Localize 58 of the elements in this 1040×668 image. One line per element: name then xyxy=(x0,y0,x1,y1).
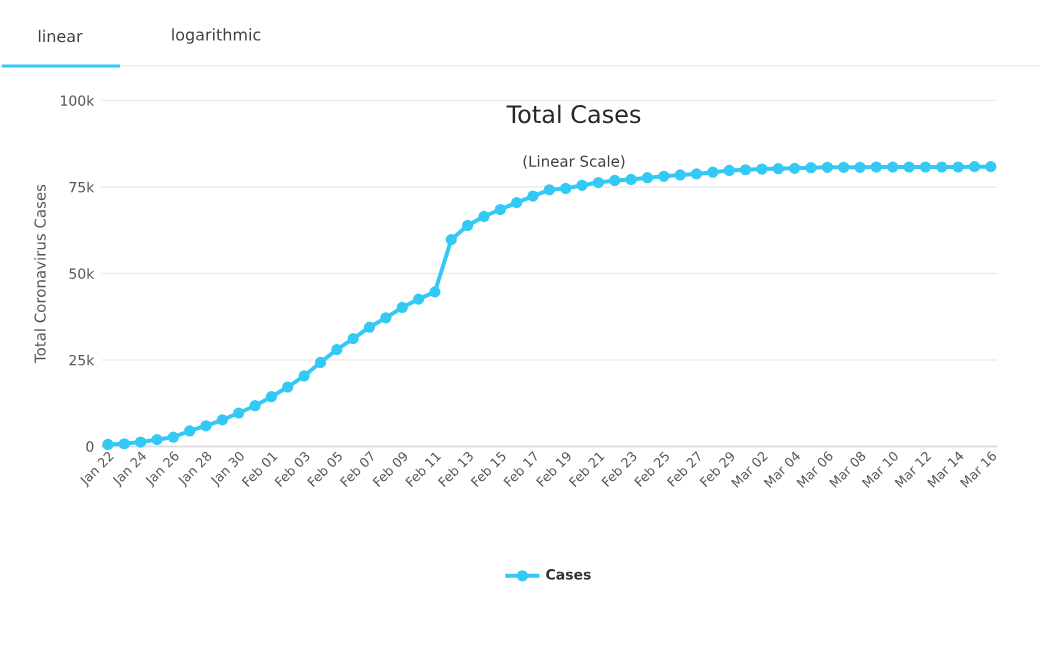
point xyxy=(135,436,147,448)
point xyxy=(429,286,441,298)
point xyxy=(772,163,784,175)
point xyxy=(412,293,425,305)
point xyxy=(919,161,932,173)
point xyxy=(592,176,605,189)
point xyxy=(560,182,572,195)
point xyxy=(265,391,278,403)
point xyxy=(233,407,245,419)
point xyxy=(985,161,997,173)
point xyxy=(625,173,637,186)
point xyxy=(739,164,752,176)
point xyxy=(952,161,964,173)
point xyxy=(118,438,130,450)
point xyxy=(331,344,343,356)
point xyxy=(445,234,457,246)
point xyxy=(968,161,981,173)
point xyxy=(396,301,408,314)
point xyxy=(184,425,196,437)
point xyxy=(543,184,555,196)
point xyxy=(462,219,474,232)
point xyxy=(903,161,915,173)
point xyxy=(576,179,588,191)
chart-title: Total Cases xyxy=(506,104,641,124)
point xyxy=(936,161,948,173)
point xyxy=(641,172,654,184)
point xyxy=(347,332,359,345)
point xyxy=(494,203,506,216)
point xyxy=(723,164,735,177)
point xyxy=(363,321,376,333)
point xyxy=(511,197,523,209)
point xyxy=(102,438,114,451)
text: logarithmic xyxy=(172,28,261,44)
point xyxy=(887,161,899,173)
point xyxy=(707,166,719,178)
point xyxy=(789,162,801,174)
point xyxy=(478,210,490,223)
point xyxy=(527,190,539,202)
text: linear xyxy=(38,29,83,43)
point xyxy=(609,174,621,187)
point xyxy=(805,162,817,174)
point xyxy=(756,163,768,175)
point xyxy=(216,414,228,426)
point xyxy=(821,161,833,173)
point xyxy=(282,381,294,393)
point xyxy=(870,161,882,173)
point xyxy=(298,370,310,382)
point xyxy=(854,161,866,173)
point xyxy=(658,170,670,182)
point xyxy=(838,161,850,173)
point xyxy=(200,420,212,432)
point xyxy=(674,169,686,181)
point xyxy=(167,431,179,443)
point xyxy=(249,400,261,412)
point xyxy=(151,434,163,446)
point xyxy=(314,356,327,369)
point xyxy=(380,312,392,324)
point xyxy=(690,168,703,180)
